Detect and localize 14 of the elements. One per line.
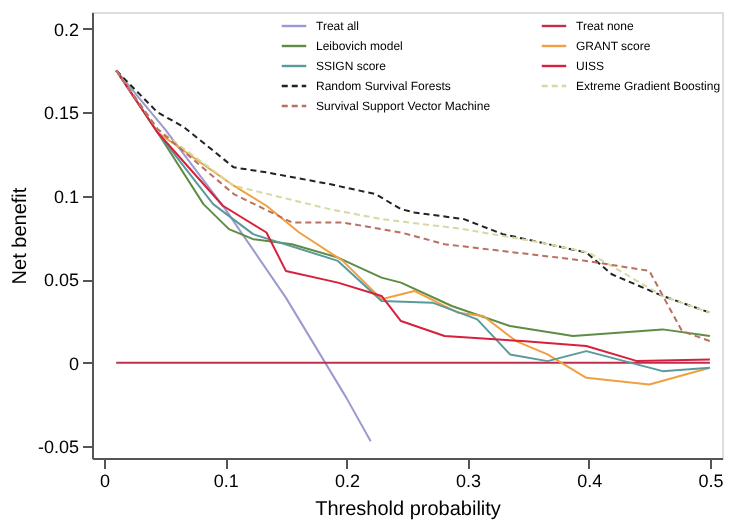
x-tick-label: 0.2 [334,471,360,491]
y-tick-label: -0.05 [37,437,79,458]
x-tick-label: 0.1 [213,471,239,491]
x-axis-title: Threshold probability [315,499,501,521]
x-tick-label: 0.3 [456,471,482,491]
y-tick-label: 0 [68,353,79,374]
y-tick-label: 0.05 [43,270,79,291]
x-tick-label: 0 [100,471,111,491]
x-tick-label: 0.4 [577,471,603,491]
y-axis-title: Net benefit [9,187,32,285]
x-tick-label: 0.5 [698,471,724,491]
y-tick-label: 0.1 [53,186,79,207]
y-tick-label: 0.15 [43,103,79,124]
y-tick-label: 0.2 [53,19,79,40]
